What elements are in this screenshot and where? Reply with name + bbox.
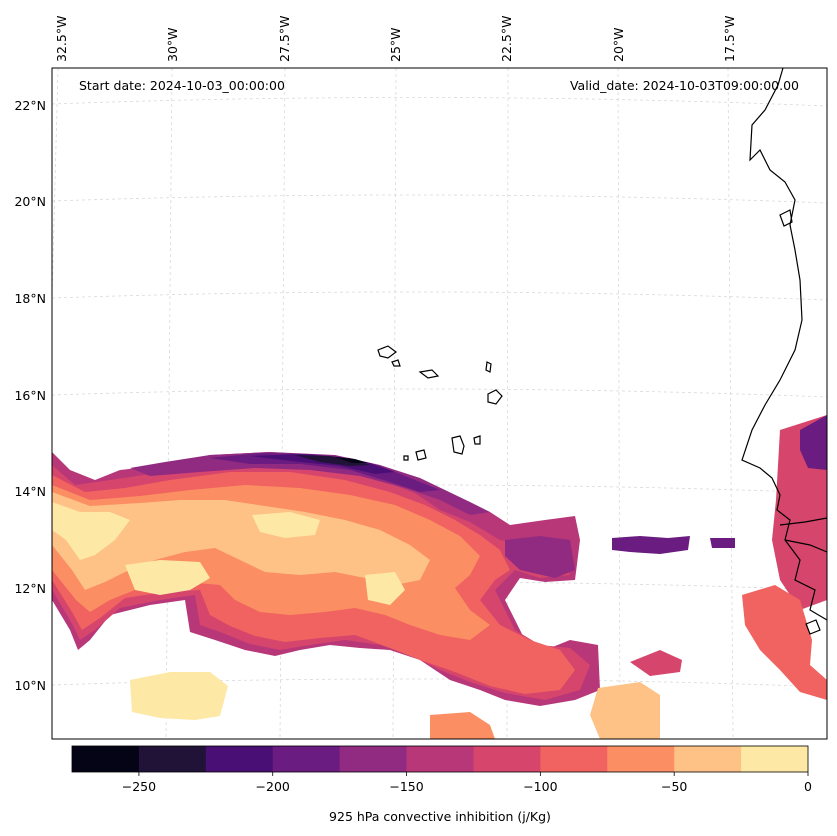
- contour-coast-patch-dark: [800, 415, 827, 470]
- colorbar-swatch: [205, 746, 274, 772]
- bijagos-islands: [805, 619, 821, 635]
- cape-verde-sal: [485, 361, 492, 373]
- senegal-border: [784, 539, 828, 553]
- parallel-22n: [51, 97, 828, 107]
- africa-coastline: [741, 67, 828, 621]
- contour-minus25-b: [125, 560, 210, 595]
- contour-patch-east-1: [612, 536, 690, 554]
- lat-label: 20°N: [14, 194, 46, 209]
- colorbar-tick-label: −100: [523, 779, 557, 794]
- colorbar-tick-label: −250: [122, 779, 156, 794]
- colorbar-swatch: [138, 746, 207, 772]
- contour-minus200: [210, 453, 440, 492]
- lat-label: 10°N: [14, 678, 46, 693]
- colorbar-swatch: [72, 746, 140, 772]
- meridian-20w: [617, 67, 621, 740]
- contour-patch-east-2: [710, 538, 735, 548]
- meridian-30w: [165, 67, 173, 740]
- colorbar-tick-label: −150: [389, 779, 423, 794]
- lon-label: 20°W: [611, 27, 626, 62]
- colorbar-tick-label: 0: [804, 779, 812, 794]
- longitude-labels: 32.5°W 30°W 27.5°W 25°W 22.5°W 20°W 17.5…: [54, 16, 737, 62]
- contour-minus225: [250, 454, 395, 474]
- colorbar-swatches: [72, 746, 809, 772]
- start-date-label: Start date: 2024-10-03_00:00:00: [79, 78, 285, 93]
- contour-coast-south: [742, 585, 827, 700]
- lon-label: 25°W: [388, 27, 403, 62]
- canary-island: [779, 209, 793, 227]
- colorbar-swatch: [473, 746, 541, 772]
- lon-label: 30°W: [165, 27, 180, 62]
- cape-verde-brava: [403, 455, 409, 461]
- contour-minus25-d: [365, 572, 405, 605]
- parallel-20n: [51, 194, 828, 204]
- cin-contours: [52, 415, 827, 739]
- lat-label: 14°N: [14, 484, 46, 499]
- lat-label: 16°N: [14, 388, 46, 403]
- cape-verde-sao-nicolau: [418, 369, 440, 379]
- colorbar-swatch: [741, 746, 809, 772]
- lat-label: 12°N: [14, 581, 46, 596]
- colorbar-swatch: [607, 746, 675, 772]
- map-frame: [51, 67, 828, 740]
- lon-label: 22.5°W: [499, 16, 514, 62]
- cape-verde-santiago: [451, 435, 465, 455]
- meridian-32-5w: [51, 67, 59, 301]
- colorbar-ticks: −250 −200 −150 −100 −50 0: [122, 772, 812, 794]
- colorbar-swatch: [339, 746, 407, 772]
- lon-label: 27.5°W: [277, 16, 292, 62]
- cape-verde-santo-antao: [377, 345, 397, 359]
- valid-date-label: Valid_date: 2024-10-03T09:00:00.00: [570, 78, 799, 93]
- cape-verde-boa-vista: [487, 389, 503, 405]
- colorbar: −250 −200 −150 −100 −50 0 925 hPa convective …: [71, 745, 812, 824]
- contour-south-patch: [430, 712, 495, 739]
- lon-label: 32.5°W: [54, 16, 69, 62]
- cape-verde-maio: [473, 435, 481, 445]
- contour-patch-mid: [505, 536, 575, 578]
- cape-verde-fogo: [415, 449, 427, 461]
- cape-verde-sao-vicente: [391, 359, 401, 367]
- gambia-river: [779, 517, 828, 526]
- contour-minus175: [130, 452, 490, 515]
- parallel-16n: [51, 388, 828, 398]
- lat-label: 18°N: [14, 291, 46, 306]
- contour-southeast-small: [630, 650, 682, 676]
- colorbar-swatch: [540, 746, 608, 772]
- colorbar-tick-label: −200: [256, 779, 290, 794]
- contour-minus50: [52, 492, 430, 590]
- colorbar-swatch: [406, 746, 474, 772]
- contour-south-east-patch: [590, 682, 660, 739]
- meridian-17-5w: [727, 67, 734, 740]
- contour-minus275: [335, 457, 368, 463]
- lat-label: 22°N: [14, 98, 46, 113]
- latitude-labels: 22°N 20°N 18°N 16°N 14°N 12°N 10°N: [14, 98, 46, 693]
- colorbar-outline: [71, 745, 809, 773]
- contour-minus25: [52, 502, 130, 560]
- colorbar-swatch: [272, 746, 341, 772]
- colorbar-tick-label: −50: [661, 779, 687, 794]
- contour-minus250: [295, 455, 370, 466]
- coastlines: [377, 67, 828, 635]
- contour-southwest-patch: [130, 672, 228, 720]
- contour-minus25-c: [252, 512, 320, 538]
- map-panel: [51, 67, 828, 740]
- colorbar-label: 925 hPa convective inhibition (j/Kg): [329, 809, 551, 824]
- parallel-18n: [51, 291, 828, 301]
- colorbar-swatch: [674, 746, 742, 772]
- lon-label: 17.5°W: [722, 16, 737, 62]
